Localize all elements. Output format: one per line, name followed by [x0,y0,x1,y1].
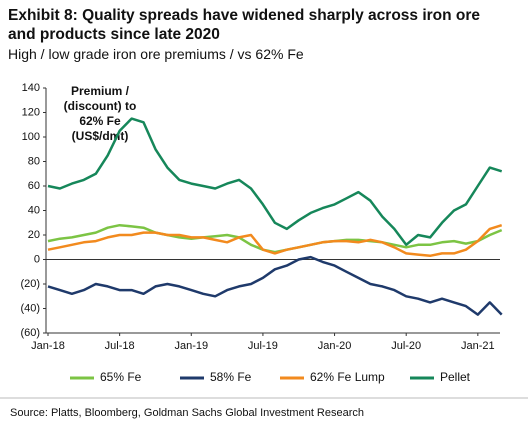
x-tick-label: Jan-20 [318,340,352,352]
series-line [47,255,503,316]
x-tick-label: Jul-18 [105,340,135,352]
y-tick-label: 80 [28,155,40,167]
source: Source: Platts, Bloomberg, Goldman Sachs… [10,407,364,419]
annotation: 62% Fe [79,114,121,128]
x-tick-label: Jul-20 [391,340,421,352]
legend-label: 58% Fe [210,370,252,384]
annotation: Premium / [71,84,130,98]
y-tick-label: 140 [22,82,40,94]
series-line [47,117,503,247]
y-tick-label: (20) [20,278,40,290]
y-tick-label: 100 [22,131,40,143]
y-tick-label: 20 [28,229,40,241]
chart-subtitle: High / low grade iron ore premiums / vs … [8,46,304,62]
x-tick-label: Jan-18 [31,340,65,352]
y-tick-label: 60 [28,180,40,192]
legend-label: Pellet [440,370,471,384]
legend-label: 65% Fe [100,370,142,384]
series-line [47,224,503,258]
y-tick-label: 120 [22,106,40,118]
chart-title: Exhibit 8: Quality spreads have widened … [8,7,481,43]
x-tick-label: Jul-19 [248,340,278,352]
series-line [47,223,503,254]
y-tick-label: (40) [20,302,40,314]
legend-label: 62% Fe Lump [310,370,385,384]
y-tick-label: 40 [28,204,40,216]
annotation: (discount) to [64,99,137,113]
y-tick-label: (60) [20,327,40,339]
x-tick-label: Jan-21 [461,340,495,352]
y-tick-label: 0 [34,253,40,265]
x-tick-label: Jan-19 [174,340,208,352]
